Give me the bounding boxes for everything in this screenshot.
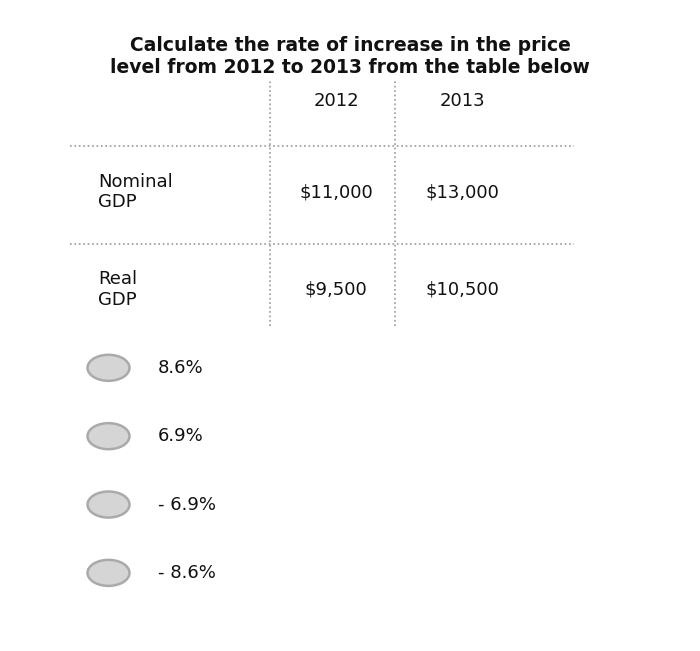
Ellipse shape: [88, 492, 130, 518]
Text: $10,500: $10,500: [425, 281, 499, 299]
Text: $11,000: $11,000: [299, 183, 373, 201]
Ellipse shape: [88, 423, 130, 449]
Ellipse shape: [88, 355, 130, 381]
Text: Real
GDP: Real GDP: [98, 270, 137, 309]
Text: $9,500: $9,500: [304, 281, 368, 299]
Text: 2013: 2013: [439, 92, 485, 110]
Text: Calculate the rate of increase in the price
level from 2012 to 2013 from the tab: Calculate the rate of increase in the pr…: [110, 36, 590, 77]
Text: $13,000: $13,000: [425, 183, 499, 201]
Text: Nominal
GDP: Nominal GDP: [98, 173, 173, 212]
Text: 2012: 2012: [313, 92, 359, 110]
Text: - 8.6%: - 8.6%: [158, 564, 216, 582]
Ellipse shape: [88, 560, 130, 586]
Text: - 6.9%: - 6.9%: [158, 495, 216, 514]
Text: 6.9%: 6.9%: [158, 427, 203, 445]
Text: 8.6%: 8.6%: [158, 359, 203, 377]
